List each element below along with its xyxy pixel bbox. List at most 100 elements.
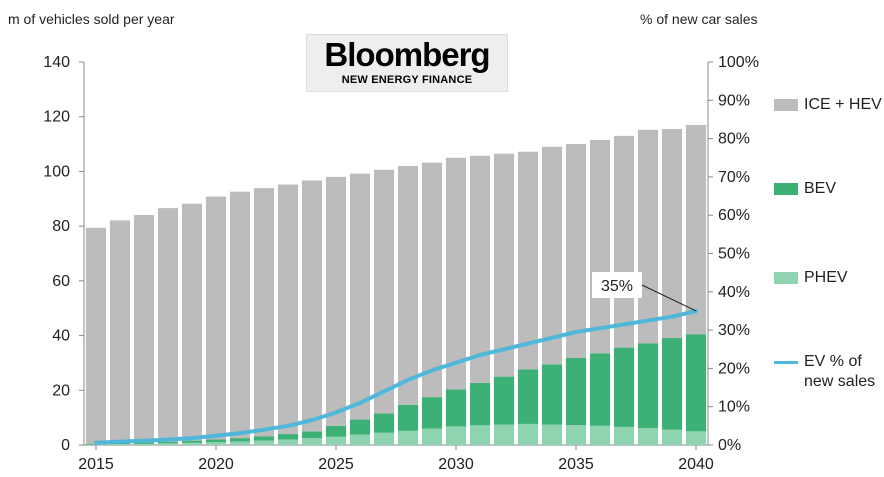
bar-ice-hev xyxy=(157,208,179,442)
legend-item-ice-hev: ICE + HEV xyxy=(774,95,884,115)
y-right-tick-label: 50% xyxy=(718,246,750,263)
legend-label-ev-share: EV % of new sales xyxy=(804,353,876,390)
bar-phev xyxy=(421,428,443,445)
y-right-tick-label: 80% xyxy=(718,131,750,148)
bar-bev xyxy=(373,413,395,433)
y-right-tick-label: 90% xyxy=(718,92,750,109)
y-axis-left-title: m of vehicles sold per year xyxy=(8,11,175,27)
bar-ice-hev xyxy=(349,173,371,420)
bar-phev xyxy=(565,425,587,445)
y-right-tick-label: 20% xyxy=(718,360,750,377)
bar-phev xyxy=(277,439,299,445)
legend-swatch-ev-share xyxy=(774,361,798,364)
bar-bev xyxy=(493,376,515,425)
bar-ice-hev xyxy=(301,180,323,432)
y-left-tick-label: 140 xyxy=(43,54,70,71)
bar-bev xyxy=(229,438,251,442)
x-tick-label: 2015 xyxy=(78,456,114,473)
y-right-tick-label: 10% xyxy=(718,399,750,416)
x-tick-label: 2020 xyxy=(198,456,234,473)
bar-ice-hev xyxy=(421,162,443,398)
bar-bev xyxy=(685,334,707,432)
bar-phev xyxy=(349,434,371,445)
bar-ice-hev xyxy=(397,165,419,405)
bar-bev xyxy=(205,439,227,443)
y-left-tick-label: 0 xyxy=(61,437,70,454)
logo-subtitle: NEW ENERGY FINANCE xyxy=(341,74,473,86)
bar-phev xyxy=(469,425,491,445)
legend-item-bev: BEV xyxy=(774,179,884,199)
bar-ice-hev xyxy=(325,176,347,426)
bar-phev xyxy=(397,430,419,445)
bar-phev xyxy=(637,428,659,445)
y-right-tick-label: 40% xyxy=(718,284,750,301)
bar-bev xyxy=(541,364,563,425)
bar-bev xyxy=(277,434,299,440)
bar-bev xyxy=(565,358,587,426)
bar-ice-hev xyxy=(133,214,155,443)
y-left-tick-label: 40 xyxy=(52,328,70,345)
y-left-tick-label: 60 xyxy=(52,273,70,290)
bar-bev xyxy=(589,353,611,426)
bar-phev xyxy=(541,424,563,445)
y-left-tick-label: 80 xyxy=(52,218,70,235)
bar-ice-hev xyxy=(205,196,227,440)
bar-ice-hev xyxy=(445,157,467,390)
bar-phev xyxy=(373,432,395,445)
bar-ice-hev xyxy=(469,155,491,383)
bar-phev xyxy=(493,424,515,445)
bar-phev xyxy=(589,425,611,445)
bar-phev xyxy=(613,426,635,445)
annotation-label: 35% xyxy=(601,278,633,295)
legend-label-bev: BEV xyxy=(804,180,837,197)
bar-bev xyxy=(421,397,443,429)
legend-item-ev-share: EV % of new sales xyxy=(774,352,884,392)
x-tick-label: 2030 xyxy=(438,456,474,473)
bar-bev xyxy=(157,441,179,444)
x-tick-label: 2035 xyxy=(558,456,594,473)
bar-bev xyxy=(325,425,347,437)
bar-phev xyxy=(205,442,227,445)
bar-bev xyxy=(349,419,371,435)
bar-bev xyxy=(445,389,467,427)
bar-ice-hev xyxy=(637,129,659,344)
bar-phev xyxy=(253,440,275,445)
bar-bev xyxy=(613,347,635,427)
y-right-tick-label: 100% xyxy=(718,54,759,71)
bar-phev xyxy=(109,444,131,445)
x-tick-label: 2025 xyxy=(318,456,354,473)
bar-phev xyxy=(85,444,107,445)
bar-phev xyxy=(661,429,683,445)
annotation-box xyxy=(592,272,642,298)
x-tick-label: 2040 xyxy=(678,456,714,473)
legend-label-ice-hev: ICE + HEV xyxy=(804,96,882,113)
bar-ice-hev xyxy=(253,188,275,437)
bar-phev xyxy=(445,426,467,445)
legend-swatch-ice-hev xyxy=(774,99,798,111)
y-right-tick-label: 30% xyxy=(718,322,750,339)
bar-bev xyxy=(517,369,539,424)
bar-ice-hev xyxy=(613,135,635,348)
bar-bev xyxy=(181,440,203,443)
bar-ice-hev xyxy=(493,153,515,377)
y-left-tick-label: 20 xyxy=(52,382,70,399)
bar-ice-hev xyxy=(541,146,563,365)
bar-ice-hev xyxy=(589,139,611,354)
bar-bev xyxy=(661,338,683,430)
bar-bev xyxy=(133,442,155,444)
bar-bev xyxy=(469,382,491,426)
y-left-tick-label: 100 xyxy=(43,163,70,180)
bar-ice-hev xyxy=(685,124,707,335)
bar-phev xyxy=(685,431,707,445)
bar-ice-hev xyxy=(373,169,395,414)
bar-phev xyxy=(301,438,323,445)
annotation-leader-line xyxy=(641,284,697,312)
bar-phev xyxy=(229,441,251,445)
bar-bev xyxy=(301,431,323,439)
bar-bev xyxy=(397,404,419,431)
bar-phev xyxy=(157,443,179,445)
legend-swatch-phev xyxy=(774,272,798,284)
bar-ice-hev xyxy=(661,129,683,339)
bloomberg-logo: Bloomberg NEW ENERGY FINANCE xyxy=(306,34,508,92)
